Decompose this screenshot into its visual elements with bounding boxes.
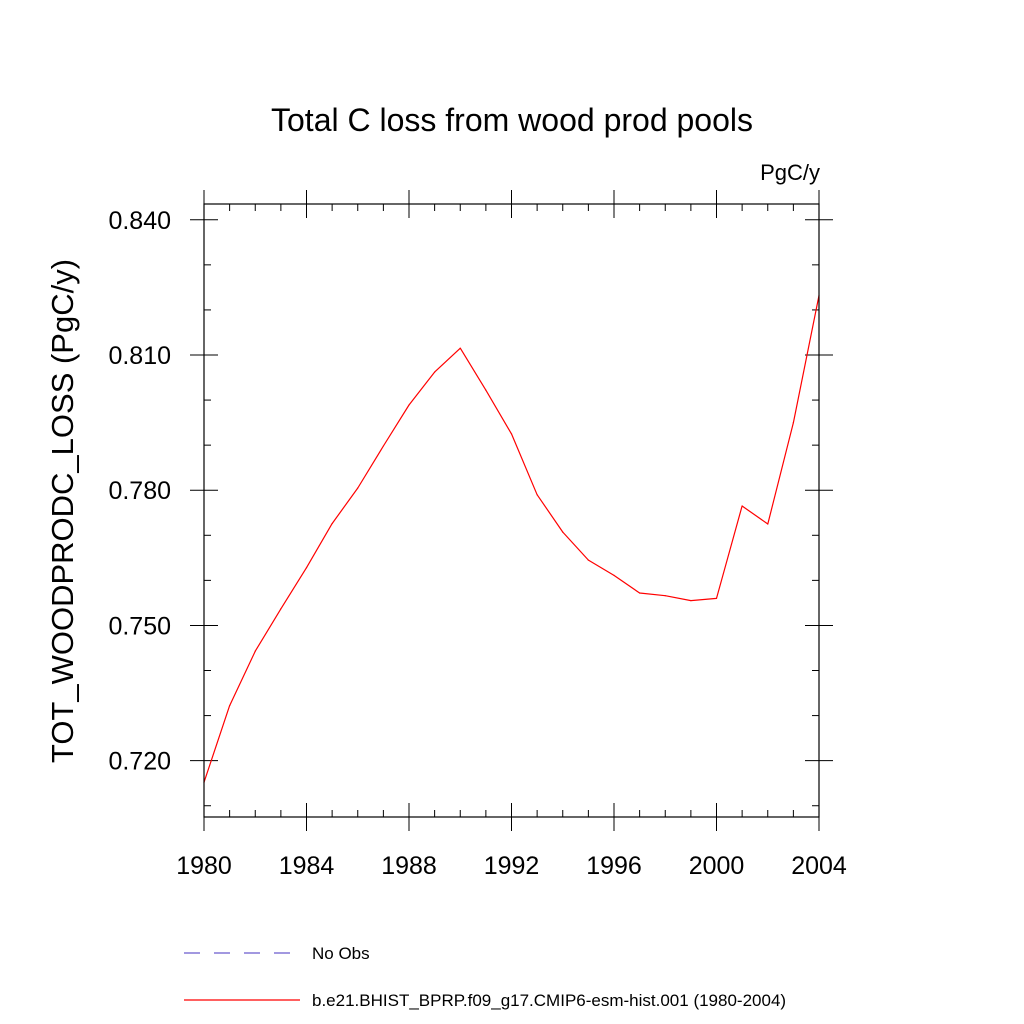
data-point — [690, 600, 692, 602]
data-point — [459, 347, 461, 349]
data-point — [229, 705, 231, 707]
legend-label-model: b.e21.BHIST_BPRP.f09_g17.CMIP6-esm-hist.… — [312, 991, 786, 1010]
y-tick-label: 0.840 — [108, 207, 171, 235]
data-point — [408, 404, 410, 406]
x-tick-label: 2000 — [689, 852, 745, 880]
x-tick-label: 1996 — [586, 852, 642, 880]
data-point — [664, 595, 666, 597]
y-tick-label: 0.750 — [108, 612, 171, 640]
data-point — [305, 567, 308, 569]
series-lines — [203, 294, 820, 783]
data-point — [767, 523, 769, 525]
data-point — [280, 608, 282, 610]
data-point — [510, 433, 513, 435]
axis-ticks: 1980 1984 1988 1992 1996 2000 2004 0.720 0.750 0.… — [108, 190, 847, 880]
y-tick-label: 0.780 — [108, 477, 171, 505]
data-point — [792, 422, 794, 424]
x-tick-label: 1984 — [279, 852, 335, 880]
data-point — [434, 371, 436, 373]
data-point — [485, 389, 487, 391]
x-tick-label: 1980 — [176, 852, 232, 880]
data-point — [715, 597, 718, 599]
data-point — [254, 650, 256, 652]
y-tick-label: 0.810 — [108, 342, 171, 370]
data-point — [382, 445, 384, 447]
y-tick-label: 0.720 — [108, 748, 171, 776]
series-line — [203, 295, 820, 783]
x-tick-label: 1992 — [484, 852, 540, 880]
y-axis-label: TOT_WOODPRODC_LOSS (PgC/y) — [45, 259, 80, 763]
data-point — [357, 487, 359, 489]
data-point — [562, 531, 564, 533]
data-point — [331, 522, 333, 525]
plot-frame — [203, 203, 820, 818]
legend-label-no-obs: No Obs — [312, 944, 370, 963]
data-point — [587, 559, 589, 561]
chart-title: Total C loss from wood prod pools — [271, 102, 753, 138]
data-point — [741, 505, 743, 507]
data-point — [536, 494, 538, 496]
data-point — [613, 574, 615, 577]
x-tick-label: 1988 — [381, 852, 437, 880]
units-label: PgC/y — [760, 160, 820, 185]
x-tick-label: 2004 — [791, 852, 847, 880]
data-point — [639, 592, 641, 594]
legend: No Obs b.e21.BHIST_BPRP.f09_g17.CMIP6-es… — [184, 944, 786, 1010]
